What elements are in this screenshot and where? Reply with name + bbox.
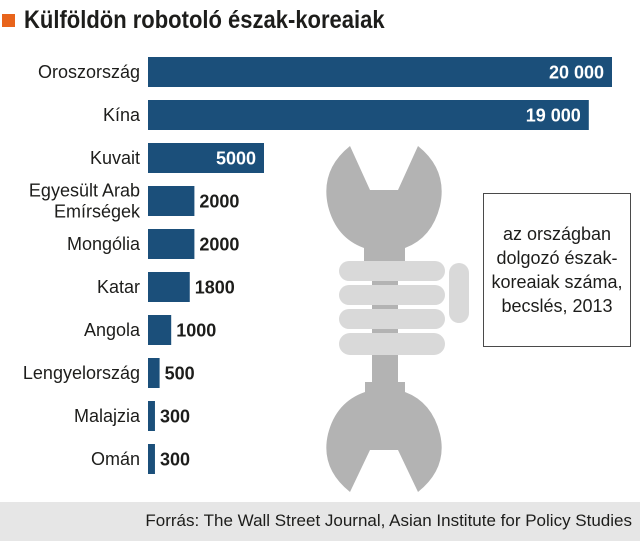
source-text: Forrás: The Wall Street Journal, Asian I… [145, 511, 632, 530]
value-label: 5000 [216, 149, 256, 169]
bar-row: Oroszország 20 000 [38, 57, 612, 87]
category-label: Katar [97, 277, 140, 297]
bar [148, 57, 612, 87]
category-label: Egyesült Arab Emírségek [29, 181, 141, 222]
bar-chart: Oroszország 20 000 Kína 19 000 Kuvait 5000 Egy… [23, 57, 612, 492]
value-label: 20 000 [549, 63, 604, 83]
fist [339, 261, 469, 355]
bar-row: Lengyelország 500 [23, 358, 195, 388]
bar-row: Omán 300 [91, 444, 190, 474]
bar [148, 358, 160, 388]
bar-row: Malajzia 300 [74, 401, 190, 431]
category-label: Oroszország [38, 62, 140, 82]
bar-row: Kuvait 5000 [90, 143, 264, 173]
bar [148, 272, 190, 302]
bar [148, 315, 172, 345]
category-label: Omán [91, 449, 140, 469]
value-label: 19 000 [526, 106, 581, 126]
bar [148, 186, 195, 216]
bar [148, 401, 155, 431]
category-label: Mongólia [67, 234, 141, 254]
category-label: Malajzia [74, 406, 141, 426]
bar [148, 229, 195, 259]
wrench-upper-head [326, 146, 442, 262]
category-label: Kína [103, 105, 141, 125]
note-box: az országban dolgozó észak-koreaiak szám… [483, 193, 631, 347]
wrench-and-fist-icon [326, 146, 469, 492]
value-label: 2000 [199, 235, 239, 255]
wrench-lower-head [326, 382, 442, 492]
chart-title: Külföldön robotoló észak-koreaiak [24, 5, 385, 34]
category-label: Kuvait [90, 148, 140, 168]
note-text: az országban dolgozó észak-koreaiak szám… [491, 224, 623, 316]
value-label: 2000 [199, 192, 239, 212]
bar-row: Mongólia 2000 [67, 229, 239, 259]
value-label: 300 [160, 407, 190, 427]
bar [148, 143, 264, 173]
category-label: Angola [84, 320, 141, 340]
category-label: Lengyelország [23, 363, 140, 383]
value-label: 500 [165, 364, 195, 384]
bar [148, 444, 155, 474]
bar-row: Kína 19 000 [103, 100, 589, 130]
value-label: 1000 [176, 321, 216, 341]
bar-row: Angola 1000 [84, 315, 216, 345]
title-row: Külföldön robotoló észak-koreaiak [0, 4, 434, 36]
value-label: 1800 [195, 278, 235, 298]
bar [148, 100, 589, 130]
bar-row: Egyesült Arab Emírségek 2000 [29, 181, 240, 222]
bar-row: Katar 1800 [97, 272, 235, 302]
title-marker [2, 13, 15, 27]
bars-layer: Oroszország 20 000 Kína 19 000 Kuvait 5000 Egy… [23, 57, 612, 474]
footer: Forrás: The Wall Street Journal, Asian I… [0, 502, 640, 541]
value-label: 300 [160, 450, 190, 470]
